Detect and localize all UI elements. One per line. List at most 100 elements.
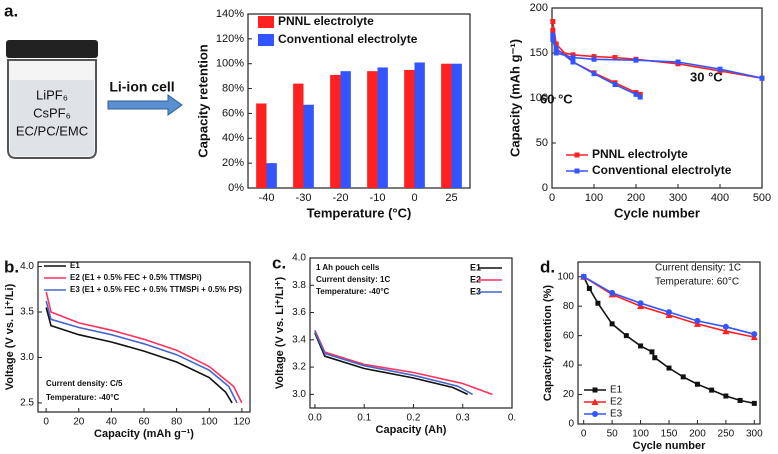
y-axis-title: Capacity retention (%) [542,285,554,401]
y-tick-label: 3.8 [292,280,306,291]
y-tick-label: 80 [563,301,575,312]
x-tick-label: 60 [138,417,150,428]
x-tick-label: 400 [711,192,729,204]
x-tick-label: 50 [607,429,619,440]
y-tick-label: 60% [222,107,244,119]
chart: 2.5 3.0 3.5 4.0 0 20 40 60 80 100 120 Capacity (mAh… [4,257,251,439]
x-tick-label: 100 [632,429,649,440]
marker [751,400,757,406]
y-tick-label: 3.0 [292,389,306,400]
marker [574,152,580,158]
marker [553,50,559,56]
y-tick-label: 20 [563,389,575,400]
panel-label: d. [540,257,555,276]
y-tick-label: 0 [568,419,574,430]
legend-label: Conventional electrolyte [278,32,418,46]
line [45,307,233,404]
annotation: Temperature: 60°C [655,277,739,288]
marker [737,397,743,403]
x-tick-label: 300 [669,192,687,204]
annotation: 1 Ah pouch cells [316,263,380,272]
annotation: Current density: 1C [316,275,390,284]
x-tick-label: -30 [296,192,312,204]
line [314,332,469,396]
jar-lid [6,40,98,58]
salt: CsPF₆ [33,105,71,120]
marker [612,82,618,87]
legend-label: Conventional electrolyte [592,163,732,177]
bar [377,67,388,188]
panel-label: a. [4,1,18,20]
y-tick-label: 3.0 [20,352,34,363]
marker [550,28,556,33]
marker [570,52,576,58]
y-tick-label: 100 [530,92,548,104]
marker [591,398,599,405]
y-tick-label: 4.0 [20,261,34,272]
marker [553,41,559,47]
y-tick-label: 3.6 [292,307,306,318]
x-axis-title: Capacity (Ah) [376,424,447,436]
y-tick-label: 80% [222,82,244,94]
illustration: a. LiPF₆ CsPF₆ EC/PC/EMC Li-ion cell [4,1,183,159]
y-axis-title: Capacity retention [195,44,210,157]
marker [638,343,644,349]
x-tick-label: 150 [661,429,678,440]
line [45,300,238,404]
marker [649,349,655,355]
line [552,34,763,98]
bar [340,71,351,188]
legend-swatch [258,34,274,46]
marker [633,91,639,97]
annotation: Temperature: -40°C [46,393,120,402]
plot-frame [247,13,471,189]
arrow-label: Li-ion cell [109,79,174,95]
marker [623,333,629,339]
annotation: 30 °C [690,69,723,84]
marker [591,71,597,77]
marker [609,289,616,296]
solvent: EC/PC/EMC [16,123,88,138]
marker [680,374,686,380]
marker [550,19,556,24]
x-tick-label: 40 [106,417,118,428]
marker [592,387,598,393]
x-tick-label: 0.3 [456,413,470,424]
marker [675,59,681,65]
legend-label: E2 [610,397,623,408]
marker [609,321,615,327]
marker [722,327,730,335]
y-tick-label: 200 [530,2,548,14]
bar [404,69,415,188]
x-axis-title: Capacity (mAh g⁻¹) [94,428,194,440]
arrow [107,94,183,116]
marker [550,32,556,38]
marker [666,309,672,316]
x-axis-title: Temperature (°C) [307,205,412,220]
legend-label: PNNL electrolyte [592,147,688,161]
y-tick-label: 140% [216,8,244,20]
marker [723,393,729,399]
x-tick-label: 0 [549,192,555,204]
bar [330,74,341,188]
salt: LiPF₆ [36,87,68,102]
x-tick-label: 80 [171,417,183,428]
marker [570,59,576,65]
y-tick-label: 20% [222,157,244,169]
chart: 0 50 100 150 200 0 100 200 300 400 500 Cycle number… [507,2,771,221]
marker [580,273,587,280]
y-tick-label: 2.5 [20,398,34,409]
panel-label: c. [272,253,286,272]
y-tick-label: 60 [563,330,575,341]
annotation: Current density: C/5 [46,379,123,388]
x-tick-label: 200 [689,429,706,440]
bar [293,83,304,188]
legend-label: E3 [610,409,623,420]
x-tick-label: 100 [585,192,603,204]
x-tick-label: 300 [746,429,763,440]
marker [553,46,559,51]
marker [694,317,701,324]
marker [550,37,556,42]
line [314,331,473,396]
x-tick-label: 0.1 [357,413,371,424]
